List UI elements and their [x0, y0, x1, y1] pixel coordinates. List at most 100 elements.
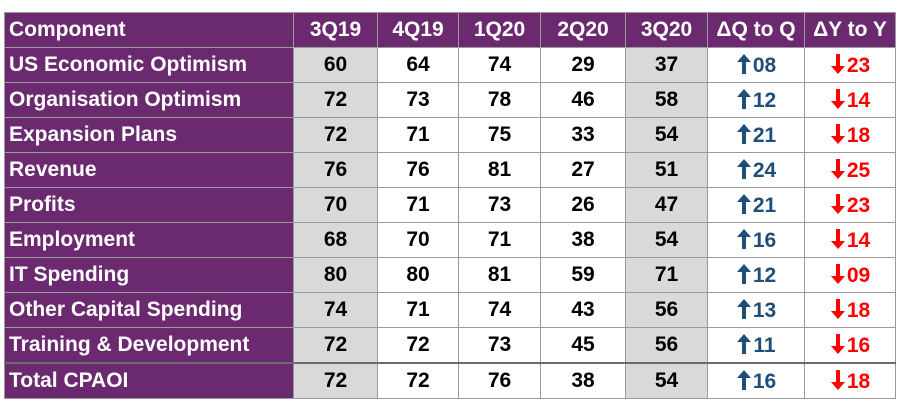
- delta-q-value: 16: [752, 369, 777, 393]
- cpaoi-table: Component 3Q19 4Q19 1Q20 2Q20 3Q20 ΔQ to…: [4, 12, 896, 399]
- table-body: US Economic Optimism 60 64 74 29 37 08 23 Organi…: [4, 47, 896, 399]
- table-row: IT Spending 80 80 81 59 71 12 09: [4, 257, 896, 293]
- value-cell: 74: [293, 292, 378, 328]
- value-cell: 27: [540, 152, 626, 188]
- arrow-down-icon: [830, 263, 845, 284]
- delta-y-cell: 14: [804, 82, 896, 118]
- delta-y-cell: 25: [804, 152, 896, 188]
- value-cell: 72: [377, 362, 459, 399]
- value-cell: 72: [293, 82, 378, 118]
- arrow-up-icon: [736, 53, 751, 74]
- value-cell: 81: [458, 257, 541, 293]
- arrow-up-icon: [736, 158, 751, 179]
- col-header-3q19: 3Q19: [293, 12, 378, 48]
- col-header-1q20: 1Q20: [458, 12, 541, 48]
- value-cell: 37: [625, 47, 708, 83]
- arrow-up-icon: [736, 369, 751, 390]
- value-cell: 73: [377, 82, 459, 118]
- arrow-up-icon: [736, 263, 751, 284]
- delta-q-value: 12: [752, 88, 777, 112]
- arrow-down-icon: [830, 228, 845, 249]
- value-cell: 74: [458, 292, 541, 328]
- value-cell: 81: [458, 152, 541, 188]
- delta-q-value: 11: [753, 333, 776, 357]
- value-cell: 76: [458, 362, 541, 399]
- col-header-delta-q: ΔQ to Q: [707, 12, 805, 48]
- value-cell: 54: [625, 117, 708, 153]
- row-label: Profits: [4, 187, 294, 223]
- table-row: Employment 68 70 71 38 54 16 14: [4, 222, 896, 258]
- value-cell: 71: [377, 292, 459, 328]
- delta-y-cell: 14: [804, 222, 896, 258]
- arrow-up-icon: [736, 123, 751, 144]
- value-cell: 71: [377, 187, 459, 223]
- arrow-up-icon: [736, 228, 751, 249]
- arrow-down-icon: [830, 298, 845, 319]
- value-cell: 54: [625, 222, 708, 258]
- arrow-down-icon: [830, 333, 845, 354]
- row-label: Employment: [4, 222, 294, 258]
- delta-q-value: 08: [752, 53, 777, 77]
- col-header-delta-y: ΔY to Y: [804, 12, 896, 48]
- row-label: Expansion Plans: [4, 117, 294, 153]
- table-row: Expansion Plans 72 71 75 33 54 21 18: [4, 117, 896, 153]
- col-header-component: Component: [4, 12, 294, 48]
- table-row: Revenue 76 76 81 27 51 24 25: [4, 152, 896, 188]
- row-label: Organisation Optimism: [4, 82, 294, 118]
- col-header-2q20: 2Q20: [540, 12, 626, 48]
- delta-q-cell: 16: [707, 222, 805, 258]
- value-cell: 47: [625, 187, 708, 223]
- delta-q-cell: 12: [707, 82, 805, 118]
- value-cell: 56: [625, 327, 708, 364]
- delta-y-value: 23: [846, 53, 871, 77]
- arrow-up-icon: [736, 88, 751, 109]
- table-row: Profits 70 71 73 26 47 21 23: [4, 187, 896, 223]
- delta-q-cell: 21: [707, 117, 805, 153]
- value-cell: 38: [540, 222, 626, 258]
- delta-y-cell: 18: [804, 117, 896, 153]
- value-cell: 70: [377, 222, 459, 258]
- value-cell: 76: [293, 152, 378, 188]
- delta-q-cell: 08: [707, 47, 805, 83]
- value-cell: 80: [293, 257, 378, 293]
- delta-y-value: 18: [846, 298, 871, 322]
- value-cell: 72: [293, 327, 378, 364]
- arrow-up-icon: [737, 333, 752, 354]
- value-cell: 72: [293, 362, 378, 399]
- value-cell: 78: [458, 82, 541, 118]
- delta-q-cell: 13: [707, 292, 805, 328]
- delta-y-cell: 18: [804, 292, 896, 328]
- delta-y-value: 14: [846, 88, 871, 112]
- delta-y-value: 18: [846, 369, 871, 393]
- value-cell: 73: [458, 187, 541, 223]
- row-label: Revenue: [4, 152, 294, 188]
- value-cell: 59: [540, 257, 626, 293]
- arrow-down-icon: [830, 53, 845, 74]
- col-header-4q19: 4Q19: [377, 12, 459, 48]
- header-row: Component 3Q19 4Q19 1Q20 2Q20 3Q20 ΔQ to…: [4, 12, 896, 48]
- delta-q-value: 21: [752, 193, 777, 217]
- delta-q-value: 12: [752, 263, 777, 287]
- table-row: Other Capital Spending 74 71 74 43 56 13 18: [4, 292, 896, 328]
- delta-q-cell: 11: [707, 327, 805, 364]
- value-cell: 29: [540, 47, 626, 83]
- delta-y-value: 25: [846, 158, 871, 182]
- arrow-down-icon: [830, 158, 845, 179]
- value-cell: 71: [458, 222, 541, 258]
- value-cell: 68: [293, 222, 378, 258]
- table-row: Organisation Optimism 72 73 78 46 58 12 14: [4, 82, 896, 118]
- row-label: Other Capital Spending: [4, 292, 294, 328]
- value-cell: 64: [377, 47, 459, 83]
- table-row: Total CPAOI 72 72 76 38 54 16 18: [4, 362, 896, 399]
- delta-q-value: 24: [752, 158, 777, 182]
- value-cell: 71: [625, 257, 708, 293]
- col-header-3q20: 3Q20: [625, 12, 708, 48]
- delta-q-cell: 24: [707, 152, 805, 188]
- delta-y-cell: 18: [804, 362, 896, 399]
- value-cell: 80: [377, 257, 459, 293]
- value-cell: 58: [625, 82, 708, 118]
- delta-y-value: 16: [846, 333, 871, 357]
- delta-y-value: 14: [846, 228, 871, 252]
- value-cell: 33: [540, 117, 626, 153]
- value-cell: 54: [625, 362, 708, 399]
